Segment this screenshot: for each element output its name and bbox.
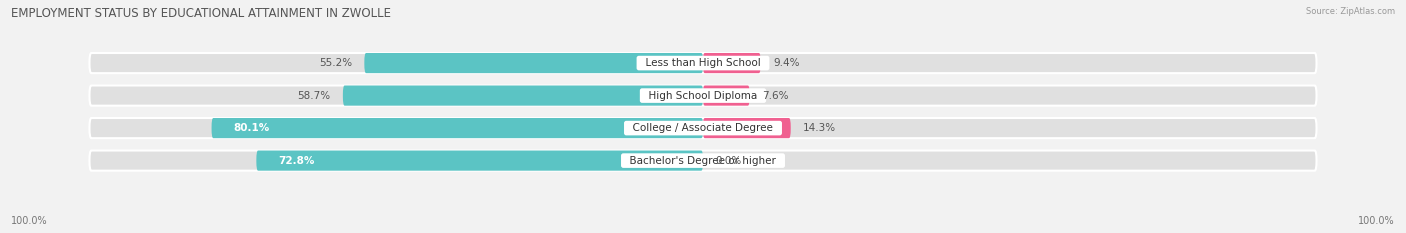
FancyBboxPatch shape xyxy=(364,53,703,73)
Text: Less than High School: Less than High School xyxy=(638,58,768,68)
FancyBboxPatch shape xyxy=(703,86,749,106)
Text: 9.4%: 9.4% xyxy=(773,58,800,68)
Text: 7.6%: 7.6% xyxy=(762,91,789,101)
Text: Source: ZipAtlas.com: Source: ZipAtlas.com xyxy=(1306,7,1395,16)
FancyBboxPatch shape xyxy=(211,118,703,138)
Text: 58.7%: 58.7% xyxy=(298,91,330,101)
FancyBboxPatch shape xyxy=(343,86,703,106)
FancyBboxPatch shape xyxy=(256,151,703,171)
FancyBboxPatch shape xyxy=(90,118,1316,138)
Text: 14.3%: 14.3% xyxy=(803,123,837,133)
Text: 100.0%: 100.0% xyxy=(11,216,48,226)
FancyBboxPatch shape xyxy=(90,53,1316,73)
FancyBboxPatch shape xyxy=(703,53,761,73)
Text: 0.0%: 0.0% xyxy=(716,156,741,166)
FancyBboxPatch shape xyxy=(703,118,790,138)
Text: 100.0%: 100.0% xyxy=(1358,216,1395,226)
FancyBboxPatch shape xyxy=(90,151,1316,171)
Text: College / Associate Degree: College / Associate Degree xyxy=(626,123,780,133)
Text: Bachelor's Degree or higher: Bachelor's Degree or higher xyxy=(623,156,783,166)
Text: EMPLOYMENT STATUS BY EDUCATIONAL ATTAINMENT IN ZWOLLE: EMPLOYMENT STATUS BY EDUCATIONAL ATTAINM… xyxy=(11,7,391,20)
Text: High School Diploma: High School Diploma xyxy=(643,91,763,101)
Text: 72.8%: 72.8% xyxy=(278,156,314,166)
FancyBboxPatch shape xyxy=(90,86,1316,106)
Text: 80.1%: 80.1% xyxy=(233,123,270,133)
Text: 55.2%: 55.2% xyxy=(319,58,352,68)
Legend: In Labor Force, Unemployed: In Labor Force, Unemployed xyxy=(610,231,796,233)
